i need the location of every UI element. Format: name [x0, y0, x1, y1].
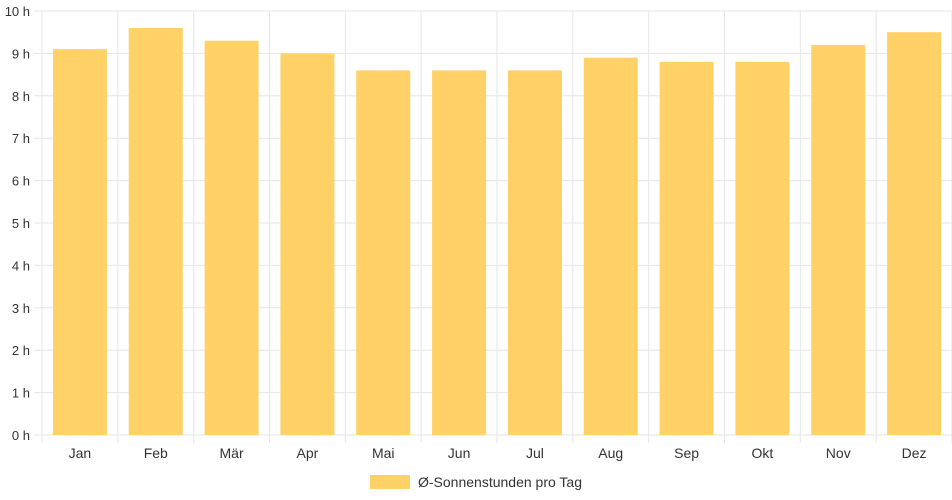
x-tick-label: Jan	[69, 445, 92, 461]
y-tick-label: 1 h	[12, 386, 30, 401]
bar-chart: 0 h 1 h 2 h 3 h 4 h 5 h 6 h 7 h 8 h 9 h 10 h Jan Feb…	[5, 4, 952, 461]
y-tick-label: 0 h	[12, 428, 30, 443]
x-tick-label: Apr	[297, 445, 319, 461]
y-tick-label: 10 h	[5, 4, 30, 19]
x-tick-label: Okt	[752, 445, 774, 461]
x-tick-label: Nov	[826, 445, 851, 461]
bar-nov[interactable]	[811, 44, 866, 436]
bar-apr[interactable]	[280, 53, 335, 436]
legend-label: Ø-Sonnenstunden pro Tag	[418, 474, 582, 490]
bar-aug[interactable]	[583, 57, 638, 435]
y-tick-label: 3 h	[12, 301, 30, 316]
x-tick-label: Feb	[144, 445, 168, 461]
y-tick-label: 9 h	[12, 46, 30, 61]
y-tick-label: 7 h	[12, 131, 30, 146]
x-tick-label: Dez	[902, 445, 927, 461]
y-tick-label: 5 h	[12, 216, 30, 231]
x-tick-label: Jul	[526, 445, 544, 461]
legend[interactable]: Ø-Sonnenstunden pro Tag	[0, 472, 952, 492]
x-tick-label: Aug	[598, 445, 623, 461]
bar-jan[interactable]	[52, 49, 107, 435]
y-tick-label: 8 h	[12, 89, 30, 104]
bar-okt[interactable]	[735, 61, 790, 435]
legend-swatch	[370, 475, 410, 489]
x-tick-label: Mai	[372, 445, 395, 461]
bar-mär[interactable]	[204, 40, 259, 436]
x-tick-label: Mär	[220, 445, 244, 461]
x-tick-label: Sep	[674, 445, 699, 461]
bar-sep[interactable]	[659, 61, 714, 435]
y-tick-label: 2 h	[12, 343, 30, 358]
y-tick-label: 6 h	[12, 174, 30, 189]
x-tick-label: Jun	[448, 445, 471, 461]
bar-jun[interactable]	[432, 70, 487, 436]
bar-dez[interactable]	[887, 32, 942, 435]
bar-feb[interactable]	[128, 27, 183, 436]
bar-jul[interactable]	[507, 70, 562, 436]
y-tick-label: 4 h	[12, 258, 30, 273]
bar-mai[interactable]	[356, 70, 411, 436]
